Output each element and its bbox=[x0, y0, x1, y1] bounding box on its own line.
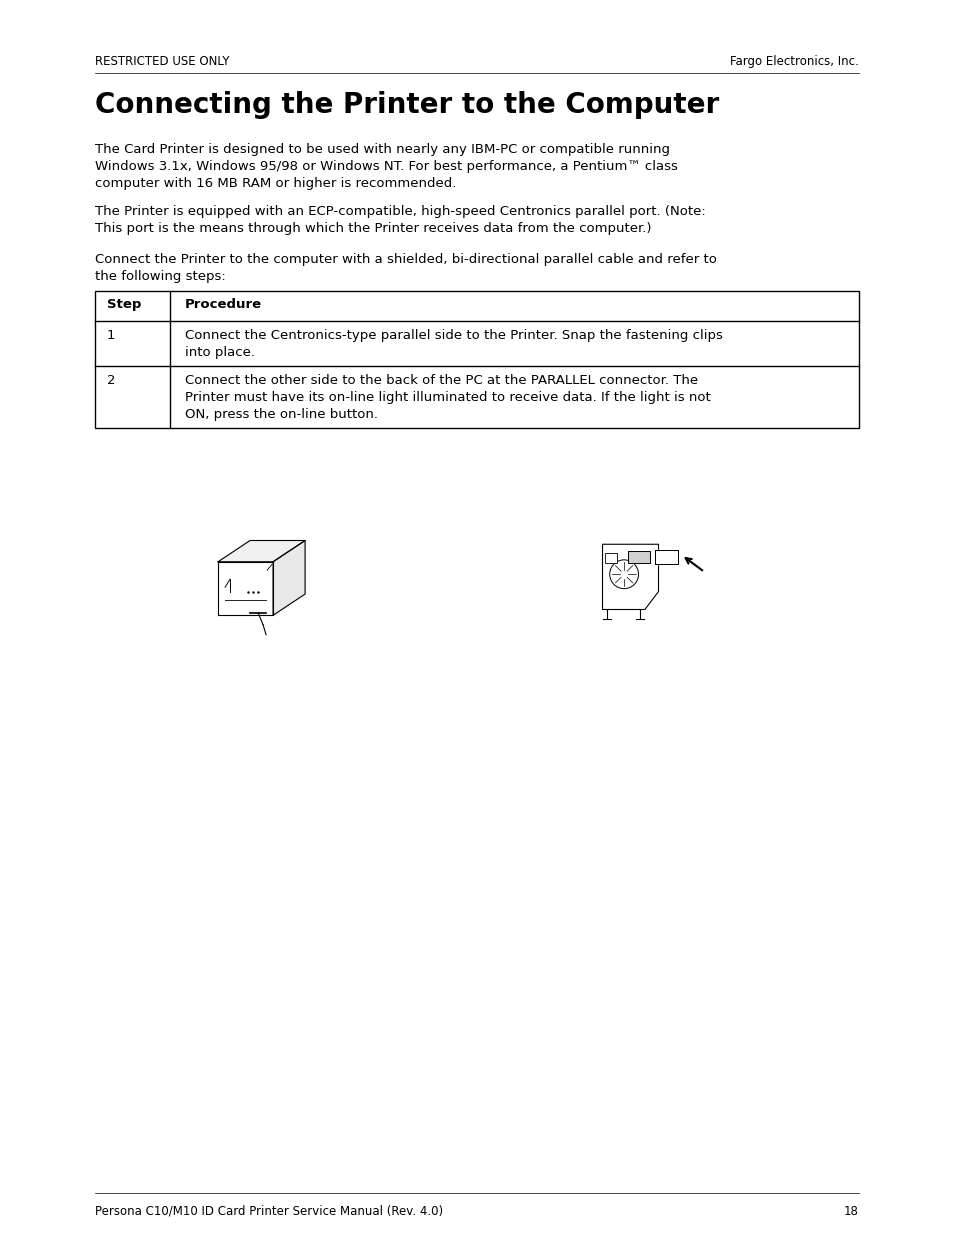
Text: Step: Step bbox=[107, 298, 141, 311]
Text: The Card Printer is designed to be used with nearly any IBM-PC or compatible run: The Card Printer is designed to be used … bbox=[95, 143, 678, 190]
Text: Persona C10/M10 ID Card Printer Service Manual (Rev. 4.0): Persona C10/M10 ID Card Printer Service … bbox=[95, 1205, 442, 1218]
Polygon shape bbox=[218, 541, 305, 562]
Polygon shape bbox=[602, 545, 658, 610]
Text: Procedure: Procedure bbox=[185, 298, 262, 311]
Text: 18: 18 bbox=[843, 1205, 858, 1218]
Text: Connect the Printer to the computer with a shielded, bi-directional parallel cab: Connect the Printer to the computer with… bbox=[95, 253, 716, 283]
Polygon shape bbox=[273, 541, 305, 615]
Polygon shape bbox=[654, 550, 677, 564]
Polygon shape bbox=[218, 562, 273, 615]
Bar bbox=[95, 291, 858, 429]
Bar bbox=[604, 553, 616, 563]
Text: Fargo Electronics, Inc.: Fargo Electronics, Inc. bbox=[729, 56, 858, 68]
Bar bbox=[627, 551, 649, 563]
Text: 1: 1 bbox=[107, 329, 115, 342]
Text: Connect the Centronics-type parallel side to the Printer. Snap the fastening cli: Connect the Centronics-type parallel sid… bbox=[185, 329, 722, 359]
Text: The Printer is equipped with an ECP-compatible, high-speed Centronics parallel p: The Printer is equipped with an ECP-comp… bbox=[95, 205, 705, 235]
Text: RESTRICTED USE ONLY: RESTRICTED USE ONLY bbox=[95, 56, 230, 68]
Text: Connect the other side to the back of the PC at the PARALLEL connector. The
Prin: Connect the other side to the back of th… bbox=[185, 374, 710, 421]
Text: 2: 2 bbox=[107, 374, 115, 387]
Text: Connecting the Printer to the Computer: Connecting the Printer to the Computer bbox=[95, 91, 719, 119]
